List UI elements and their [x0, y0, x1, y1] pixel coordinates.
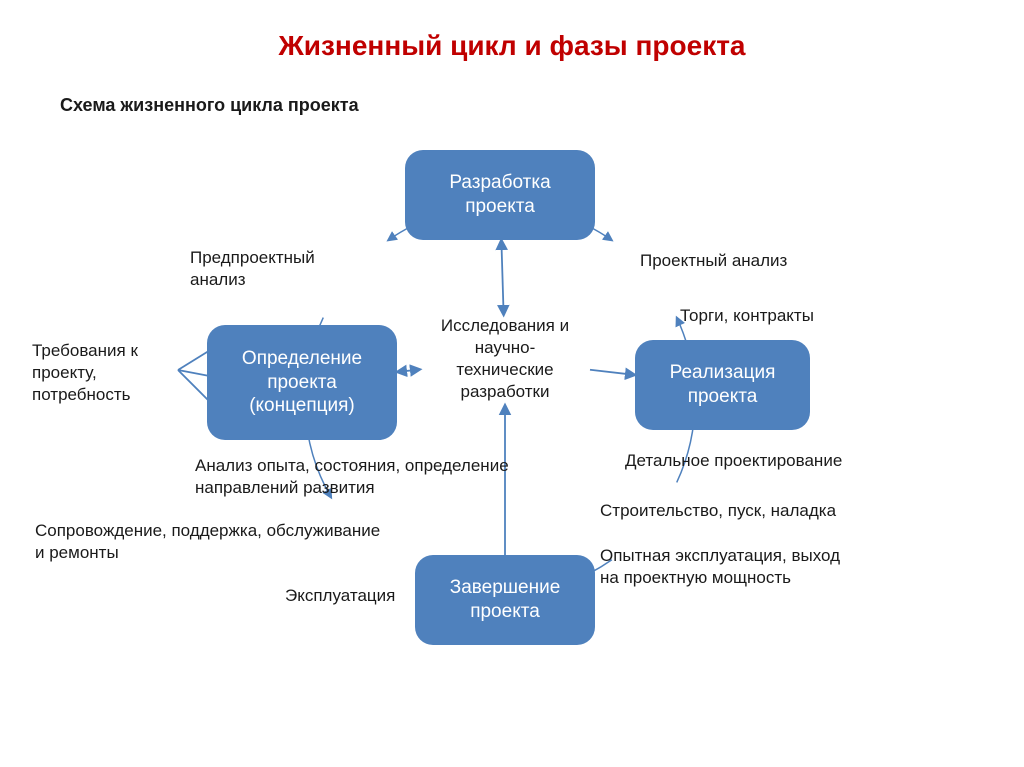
- page-title: Жизненный цикл и фазы проекта: [0, 30, 1024, 62]
- label-exploitation: Эксплуатация: [285, 585, 425, 607]
- label-construction: Строительство, пуск, наладка: [600, 500, 900, 522]
- node-definition: Определениепроекта(концепция): [207, 325, 397, 440]
- label-pilot: Опытная эксплуатация, выходна проектную …: [600, 545, 900, 589]
- label-preproject: Предпроектныйанализ: [190, 247, 370, 291]
- label-tenders: Торги, контракты: [680, 305, 880, 327]
- label-project-analysis: Проектный анализ: [640, 250, 840, 272]
- node-label: Завершениепроекта: [450, 576, 561, 624]
- label-support: Сопровождение, поддержка, обслуживаниеи …: [35, 520, 415, 564]
- label-detailed-design: Детальное проектирование: [625, 450, 905, 472]
- center-label: Исследования инаучно-техническиеразработ…: [420, 315, 590, 403]
- node-label: Реализацияпроекта: [670, 361, 776, 409]
- diagram-stage: Жизненный цикл и фазы проекта Схема жизн…: [0, 0, 1024, 767]
- node-development: Разработкапроекта: [405, 150, 595, 240]
- center-label-text: Исследования инаучно-техническиеразработ…: [441, 316, 569, 401]
- node-label: Разработкапроекта: [449, 171, 550, 219]
- node-label: Определениепроекта(концепция): [242, 347, 362, 418]
- page-subtitle: Схема жизненного цикла проекта: [60, 95, 359, 116]
- label-requirements: Требования кпроекту,потребность: [32, 340, 192, 406]
- label-analysis: Анализ опыта, состояния, определениенапр…: [195, 455, 555, 499]
- node-implementation: Реализацияпроекта: [635, 340, 810, 430]
- node-completion: Завершениепроекта: [415, 555, 595, 645]
